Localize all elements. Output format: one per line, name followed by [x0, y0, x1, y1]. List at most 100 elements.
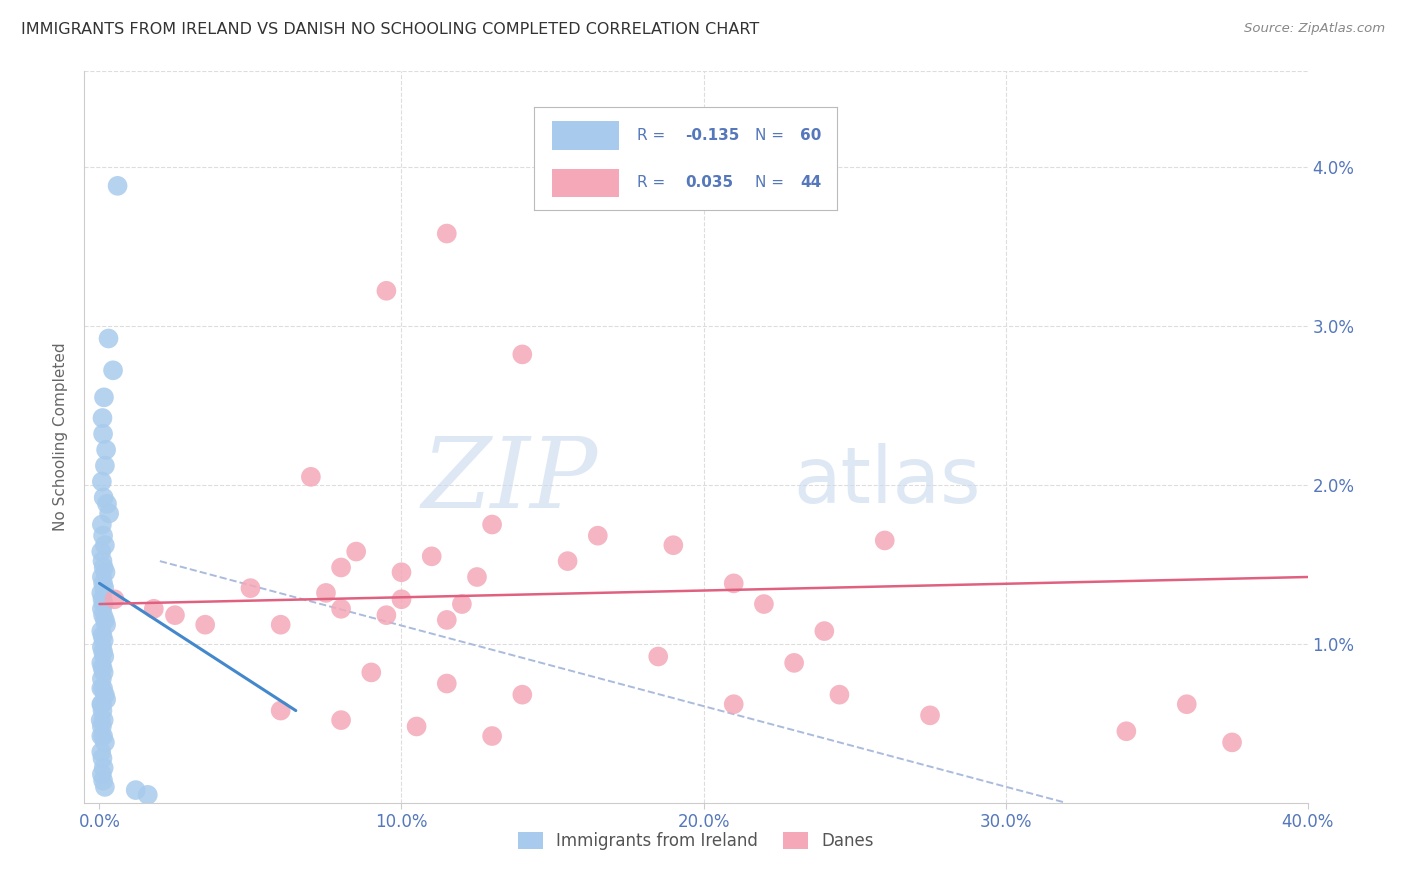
- Point: [93, 633, 115, 648]
- Point: [90, 729, 112, 743]
- Point: [93, 665, 115, 680]
- Point: [557, 554, 579, 568]
- Point: [91, 660, 114, 674]
- Point: [90, 570, 112, 584]
- Point: [125, 783, 148, 797]
- Point: [97, 331, 120, 345]
- Point: [94, 613, 117, 627]
- Point: [94, 692, 117, 706]
- Point: [93, 581, 115, 595]
- Point: [90, 517, 112, 532]
- Text: Source: ZipAtlas.com: Source: ZipAtlas.com: [1244, 22, 1385, 36]
- Point: [91, 426, 114, 441]
- Text: N =: N =: [755, 176, 789, 191]
- Text: IMMIGRANTS FROM IRELAND VS DANISH NO SCHOOLING COMPLETED CORRELATION CHART: IMMIGRANTS FROM IRELAND VS DANISH NO SCH…: [21, 22, 759, 37]
- Point: [91, 751, 114, 765]
- Point: [90, 624, 112, 638]
- Text: R =: R =: [637, 176, 671, 191]
- Text: atlas: atlas: [794, 443, 981, 519]
- Point: [91, 729, 114, 743]
- Point: [94, 538, 117, 552]
- Point: [91, 773, 114, 788]
- Point: [103, 592, 125, 607]
- Point: [90, 640, 112, 654]
- Point: [93, 649, 115, 664]
- Point: [344, 544, 367, 558]
- Point: [239, 581, 262, 595]
- Point: [93, 390, 115, 404]
- Point: [93, 560, 115, 574]
- Point: [873, 533, 896, 548]
- Point: [436, 613, 458, 627]
- Bar: [553, 121, 619, 150]
- Point: [93, 713, 115, 727]
- Point: [1175, 697, 1198, 711]
- Text: R =: R =: [637, 128, 671, 144]
- Y-axis label: No Schooling Completed: No Schooling Completed: [53, 343, 69, 532]
- Point: [142, 602, 165, 616]
- Point: [783, 656, 806, 670]
- Point: [90, 586, 112, 600]
- Point: [94, 458, 117, 473]
- Point: [270, 617, 292, 632]
- Point: [90, 544, 112, 558]
- Text: N =: N =: [755, 128, 789, 144]
- Point: [918, 708, 941, 723]
- Point: [330, 560, 353, 574]
- Point: [96, 497, 118, 511]
- Point: [405, 719, 427, 733]
- Text: 60: 60: [800, 128, 821, 144]
- Point: [1115, 724, 1137, 739]
- Point: [360, 665, 382, 680]
- Point: [420, 549, 443, 564]
- Point: [451, 597, 474, 611]
- Point: [107, 178, 129, 193]
- Point: [375, 608, 398, 623]
- Point: [330, 602, 353, 616]
- Point: [436, 676, 458, 690]
- Point: [136, 788, 159, 802]
- Point: [98, 507, 121, 521]
- Point: [90, 656, 112, 670]
- Point: [510, 688, 533, 702]
- Point: [330, 713, 353, 727]
- Bar: [553, 169, 619, 197]
- Point: [91, 411, 114, 425]
- Point: [481, 729, 503, 743]
- Point: [91, 529, 114, 543]
- Point: [510, 347, 533, 361]
- Point: [90, 475, 112, 489]
- Point: [90, 697, 112, 711]
- Text: ZIP: ZIP: [422, 434, 598, 529]
- Point: [391, 592, 413, 607]
- Point: [94, 735, 117, 749]
- Point: [662, 538, 685, 552]
- Point: [91, 645, 114, 659]
- Point: [91, 629, 114, 643]
- Point: [1220, 735, 1243, 749]
- Point: [91, 554, 114, 568]
- Point: [91, 608, 114, 623]
- Point: [194, 617, 217, 632]
- Point: [90, 697, 112, 711]
- Point: [315, 586, 337, 600]
- Text: 44: 44: [800, 176, 821, 191]
- Point: [90, 767, 112, 781]
- Point: [90, 745, 112, 759]
- Point: [94, 617, 117, 632]
- Point: [586, 529, 609, 543]
- Point: [436, 227, 458, 241]
- Point: [91, 592, 114, 607]
- Point: [299, 470, 322, 484]
- Point: [91, 681, 114, 696]
- Point: [94, 688, 117, 702]
- Point: [828, 688, 851, 702]
- Point: [90, 602, 112, 616]
- Point: [90, 713, 112, 727]
- Point: [647, 649, 669, 664]
- Point: [93, 491, 115, 505]
- Point: [90, 672, 112, 686]
- Point: [91, 704, 114, 718]
- Point: [270, 704, 292, 718]
- Point: [90, 719, 112, 733]
